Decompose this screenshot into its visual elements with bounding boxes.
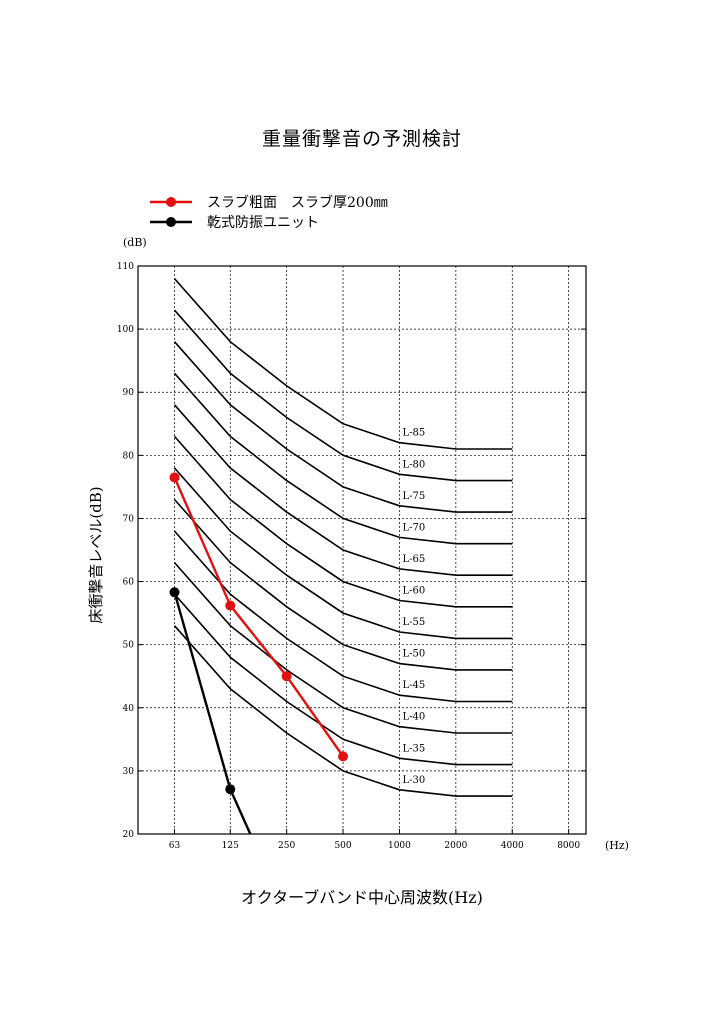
chart-title: 重量衝撃音の予測検討 — [261, 128, 462, 150]
y-tick-label: 80 — [123, 451, 135, 461]
reference-curve-line — [173, 593, 513, 766]
series-group — [169, 587, 252, 834]
y-tick-label: 40 — [123, 704, 135, 714]
reference-curve-line — [173, 341, 513, 513]
legend-label: スラブ粗面 スラブ厚200㎜ — [207, 194, 388, 211]
series-line — [173, 476, 345, 758]
reference-curve-label: L-60 — [402, 585, 425, 596]
reference-curve-line — [173, 309, 513, 482]
reference-curve-label: L-35 — [402, 743, 425, 754]
reference-curve-label: L-85 — [402, 428, 425, 439]
y-tick-label: 20 — [123, 830, 135, 840]
reference-curve-line — [173, 278, 513, 450]
data-series — [169, 472, 349, 834]
x-tick-label: 250 — [278, 841, 295, 851]
series-line — [173, 591, 252, 834]
legend-marker — [166, 217, 176, 227]
y-tick-label: 50 — [123, 641, 135, 651]
legend-marker — [166, 197, 176, 207]
y-unit: (dB) — [123, 236, 147, 249]
series-point — [225, 600, 236, 611]
reference-curve-label: L-80 — [402, 459, 425, 470]
series-point — [169, 587, 180, 598]
reference-curve-line — [173, 372, 513, 545]
x-tick-label: 8000 — [557, 841, 580, 851]
reference-curve-label: L-45 — [402, 680, 425, 691]
reference-curves: L-85 L-80 L-75 L-70 L-65 L-60 L-55 L-50 L-45 L-40… — [173, 278, 513, 797]
reference-curve-line — [173, 435, 513, 608]
series-point — [225, 784, 236, 795]
y-tick-label: 100 — [117, 325, 134, 335]
y-tick-label: 110 — [117, 262, 134, 272]
y-tick-label: 90 — [123, 388, 135, 398]
reference-curve-label: L-65 — [402, 554, 425, 565]
series-group — [169, 472, 349, 762]
series-point — [281, 671, 292, 682]
reference-curve-label: L-70 — [402, 522, 425, 533]
y-tick-label: 30 — [123, 767, 135, 777]
reference-curve-label: L-30 — [402, 775, 425, 786]
reference-curve-line — [173, 404, 513, 577]
reference-curve-label: L-50 — [402, 649, 425, 660]
reference-curve-label: L-40 — [402, 712, 425, 723]
x-axis-label: オクターブバンド中心周波数(Hz) — [241, 888, 483, 907]
x-tick-label: 1000 — [388, 841, 411, 851]
reference-curve-line — [173, 498, 513, 671]
x-unit: (Hz) — [605, 839, 629, 852]
reference-curve-label: L-75 — [402, 491, 425, 502]
x-tick-label: 4000 — [501, 841, 524, 851]
y-tick-label: 70 — [123, 514, 135, 524]
reference-curve-label: L-55 — [402, 617, 425, 628]
reference-curve-line — [173, 467, 513, 640]
x-tick-label: 125 — [222, 841, 239, 851]
series-point — [169, 472, 180, 483]
grid — [138, 266, 586, 834]
reference-curve-line — [173, 530, 513, 703]
x-tick-label: 2000 — [444, 841, 467, 851]
x-tick-label: 500 — [334, 841, 351, 851]
plot-frame — [137, 265, 587, 835]
series-point — [338, 751, 349, 762]
x-tick-label: 63 — [169, 841, 181, 851]
y-axis-label: 床衝撃音レベル(dB) — [87, 486, 105, 623]
y-tick-label: 60 — [123, 578, 135, 588]
axes: 20 30 40 50 60 70 80 90 100 110 63 125 250 500 1000 200… — [87, 236, 629, 852]
reference-curve-line — [173, 625, 513, 797]
reference-curve-line — [173, 562, 513, 734]
legend-label: 乾式防振ユニット — [207, 215, 319, 231]
